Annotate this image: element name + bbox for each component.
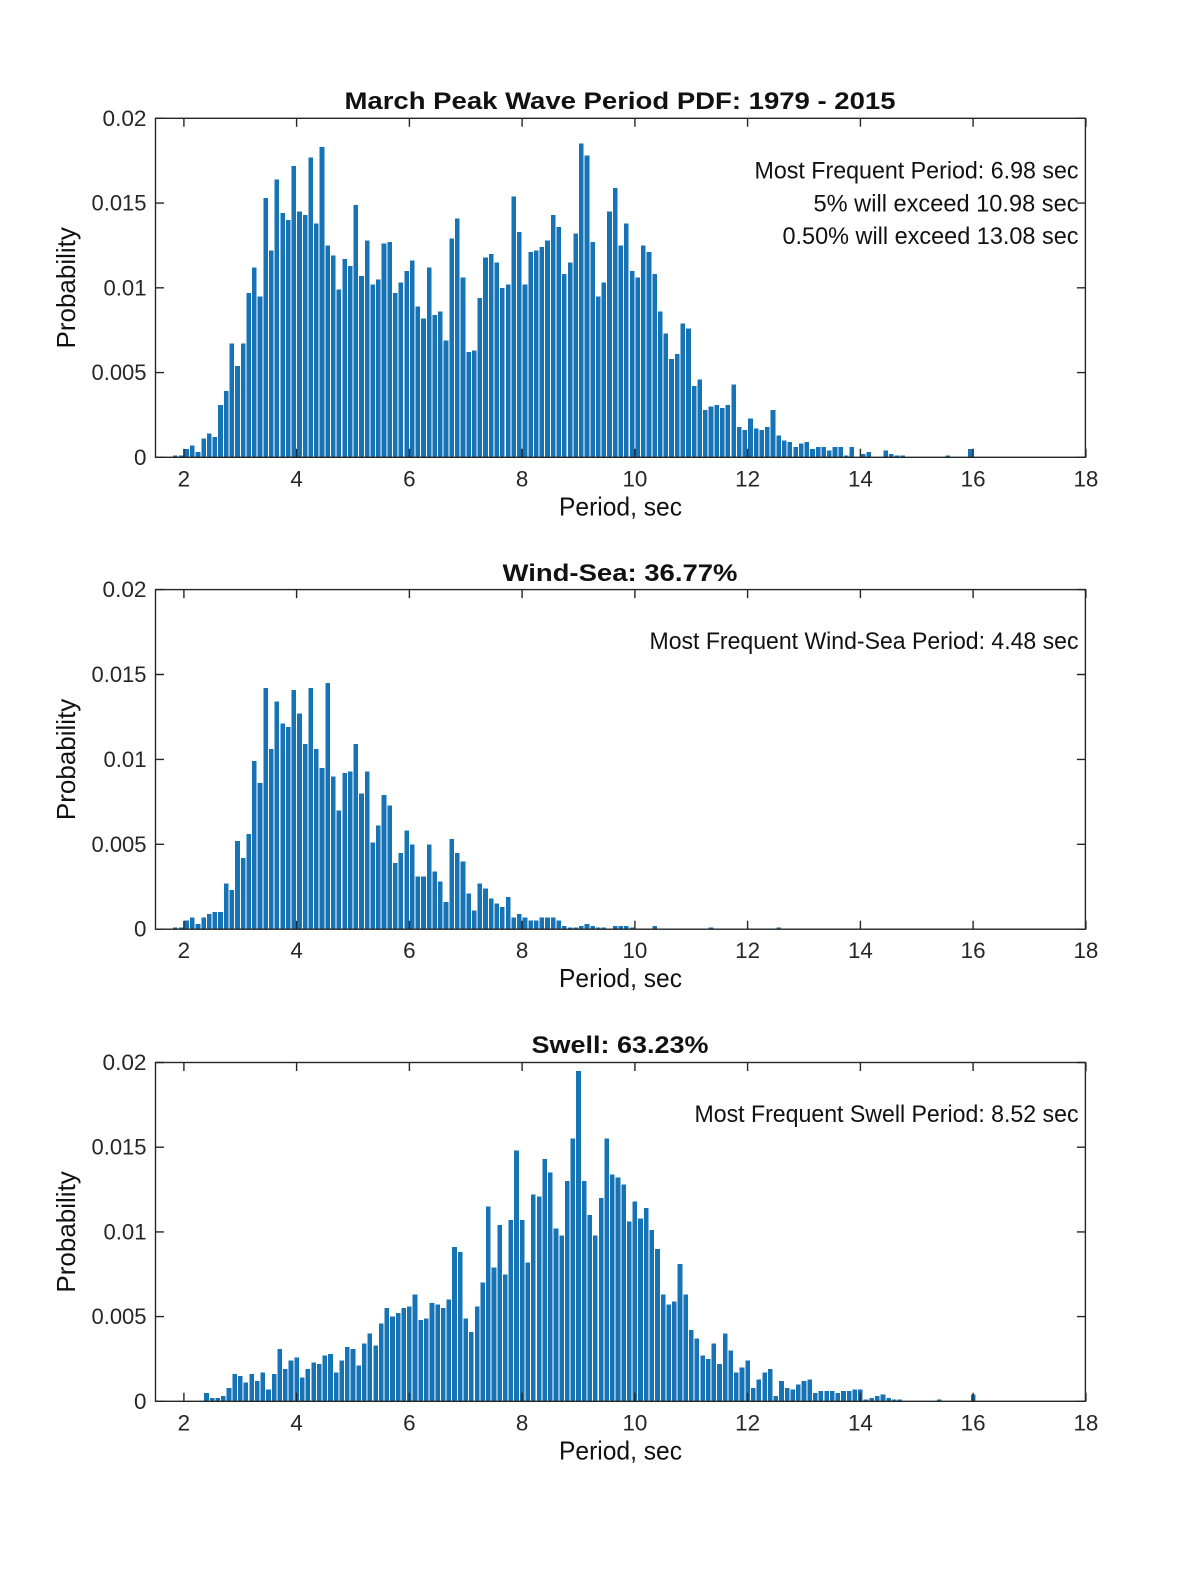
svg-text:Most Frequent Period: 6.98 sec: Most Frequent Period: 6.98 sec — [755, 158, 1079, 185]
svg-text:14: 14 — [848, 1410, 873, 1435]
svg-text:6: 6 — [403, 1410, 415, 1435]
svg-text:0.005: 0.005 — [92, 1304, 147, 1329]
svg-text:12: 12 — [735, 938, 760, 963]
svg-text:Probability: Probability — [51, 699, 81, 820]
svg-text:8: 8 — [516, 1410, 528, 1435]
svg-text:0: 0 — [134, 445, 146, 470]
svg-text:0.50% will exceed 13.08 sec: 0.50% will exceed 13.08 sec — [783, 223, 1079, 250]
svg-text:0: 0 — [134, 917, 146, 942]
svg-text:5% will exceed 10.98 sec: 5% will exceed 10.98 sec — [814, 191, 1079, 218]
svg-text:Period, sec: Period, sec — [559, 1435, 682, 1465]
svg-text:10: 10 — [622, 1410, 647, 1435]
svg-text:0.02: 0.02 — [103, 1050, 147, 1075]
svg-text:0.015: 0.015 — [92, 191, 147, 216]
svg-text:Probability: Probability — [51, 1171, 81, 1292]
svg-text:0.005: 0.005 — [92, 832, 147, 857]
svg-text:0.01: 0.01 — [104, 747, 147, 772]
svg-text:Most Frequent Wind-Sea Period:: Most Frequent Wind-Sea Period: 4.48 sec — [650, 628, 1079, 655]
svg-text:0.01: 0.01 — [104, 275, 147, 300]
svg-text:10: 10 — [622, 938, 647, 963]
svg-text:4: 4 — [290, 466, 302, 491]
svg-text:0.015: 0.015 — [92, 662, 147, 687]
svg-text:18: 18 — [1073, 1410, 1098, 1435]
svg-text:0: 0 — [134, 1389, 146, 1414]
svg-text:8: 8 — [516, 938, 528, 963]
svg-text:2: 2 — [178, 938, 190, 963]
svg-text:10: 10 — [622, 466, 647, 491]
svg-text:Probability: Probability — [51, 227, 81, 348]
svg-text:0.005: 0.005 — [92, 360, 147, 385]
svg-text:Period, sec: Period, sec — [559, 963, 682, 993]
svg-text:2: 2 — [178, 466, 190, 491]
svg-text:18: 18 — [1073, 938, 1098, 963]
svg-text:18: 18 — [1073, 466, 1098, 491]
svg-text:0.02: 0.02 — [103, 577, 147, 602]
svg-text:0.01: 0.01 — [104, 1219, 147, 1244]
svg-text:0.015: 0.015 — [92, 1135, 147, 1160]
svg-text:March Peak Wave Period PDF: 19: March Peak Wave Period PDF: 1979 - 2015 — [345, 88, 896, 115]
svg-text:14: 14 — [848, 938, 873, 963]
svg-text:16: 16 — [961, 1410, 986, 1435]
svg-text:Swell: 63.23%: Swell: 63.23% — [532, 1032, 709, 1059]
svg-text:4: 4 — [290, 1410, 302, 1435]
svg-text:2: 2 — [178, 1410, 190, 1435]
svg-text:8: 8 — [516, 466, 528, 491]
svg-text:0.02: 0.02 — [103, 106, 147, 131]
svg-text:16: 16 — [961, 938, 986, 963]
svg-text:12: 12 — [735, 1410, 760, 1435]
svg-text:4: 4 — [290, 938, 302, 963]
svg-text:16: 16 — [961, 466, 986, 491]
svg-text:Wind-Sea: 36.77%: Wind-Sea: 36.77% — [503, 560, 738, 587]
svg-text:14: 14 — [848, 466, 873, 491]
svg-text:6: 6 — [403, 466, 415, 491]
svg-text:6: 6 — [403, 938, 415, 963]
svg-text:12: 12 — [735, 466, 760, 491]
svg-text:Most Frequent Swell Period: 8.: Most Frequent Swell Period: 8.52 sec — [695, 1101, 1079, 1128]
svg-text:Period, sec: Period, sec — [559, 491, 682, 521]
